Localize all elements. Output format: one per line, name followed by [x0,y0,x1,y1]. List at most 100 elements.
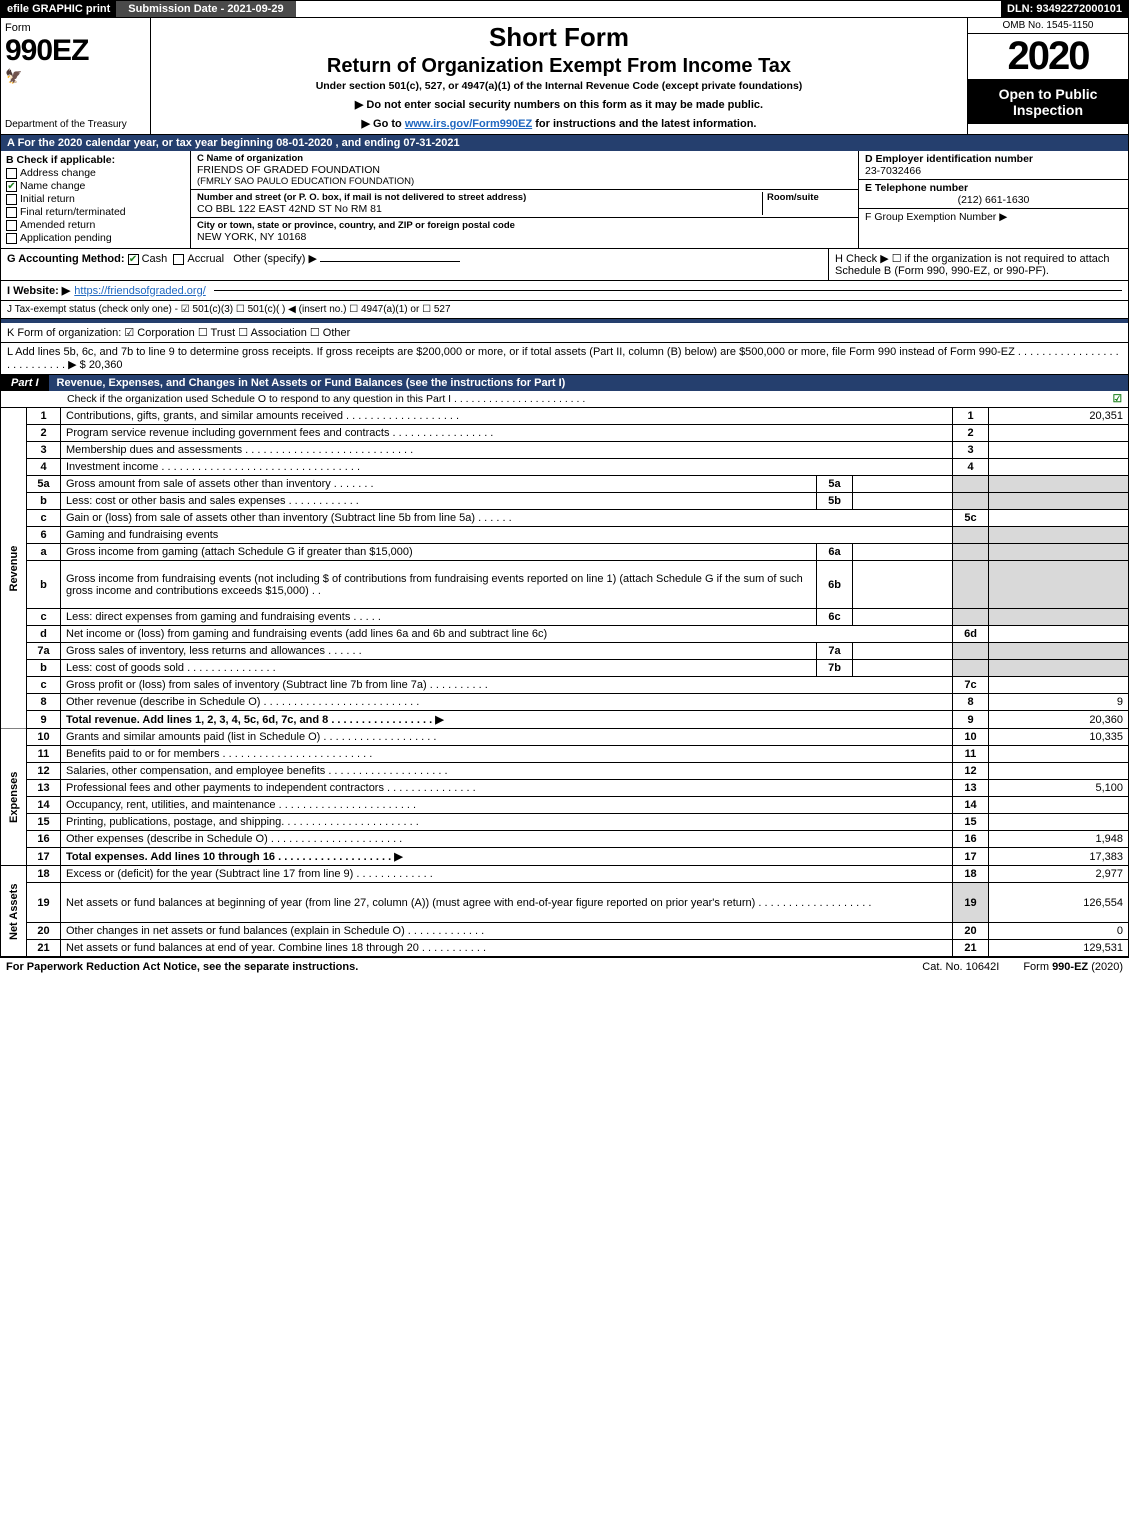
amt-shaded [989,609,1129,626]
amt-shaded [989,561,1129,609]
ref-num: 7c [953,677,989,694]
boxb-item-label: Application pending [20,232,112,244]
line-desc: Investment income . . . . . . . . . . . … [61,459,953,476]
header-left: Form 990EZ 🦅 Department of the Treasury [1,18,151,134]
line-number: b [27,493,61,510]
line-number: 11 [27,746,61,763]
amt-shaded [989,643,1129,660]
goto-suffix: for instructions and the latest informat… [532,118,756,130]
block-bcdef: B Check if applicable: Address change✔Na… [0,151,1129,249]
ref-shaded [953,643,989,660]
row-h: H Check ▶ ☐ if the organization is not r… [829,249,1129,281]
ref-num: 14 [953,797,989,814]
amount-cell: 20,351 [989,408,1129,425]
amount-cell [989,459,1129,476]
ref-num: 16 [953,831,989,848]
boxb-item[interactable]: Final return/terminated [6,206,185,218]
line-row: 9Total revenue. Add lines 1, 2, 3, 4, 5c… [1,711,1129,729]
e-phone-value: (212) 661-1630 [865,194,1122,206]
ref-num: 17 [953,848,989,866]
line-desc: Membership dues and assessments . . . . … [61,442,953,459]
ref-shaded [953,493,989,510]
amt-shaded [989,544,1129,561]
g-cash-checkbox[interactable]: ✔ [128,254,139,265]
checkbox-icon[interactable] [6,194,17,205]
boxb-item[interactable]: Initial return [6,193,185,205]
part1-sub-checkbox[interactable]: ☑ [1113,393,1122,405]
line-row: 13Professional fees and other payments t… [1,780,1129,797]
part1-sub: Check if the organization used Schedule … [0,391,1129,408]
part1-tag: Part I [1,375,49,391]
line-number: 18 [27,866,61,883]
footer-cat: Cat. No. 10642I [922,961,999,973]
line-desc: Gross sales of inventory, less returns a… [61,643,817,660]
e-phone-label: E Telephone number [865,182,1122,194]
line-number: 13 [27,780,61,797]
line-number: 10 [27,729,61,746]
line-number: 3 [27,442,61,459]
ref-shaded [953,544,989,561]
title-return-exempt: Return of Organization Exempt From Incom… [159,55,959,78]
line-desc: Net assets or fund balances at end of ye… [61,940,953,957]
d-ein-label: D Employer identification number [865,153,1122,165]
mini-val [853,544,953,561]
checkbox-icon[interactable]: ✔ [6,181,17,192]
c-room-label: Room/suite [767,192,852,203]
checkbox-icon[interactable] [6,220,17,231]
page-footer: For Paperwork Reduction Act Notice, see … [0,957,1129,976]
line-row: bGross income from fundraising events (n… [1,561,1129,609]
form-label: Form [5,22,146,34]
header-mid: Short Form Return of Organization Exempt… [151,18,968,134]
line-number: 16 [27,831,61,848]
line-row: bLess: cost or other basis and sales exp… [1,493,1129,510]
i-website-link[interactable]: https://friendsofgraded.org/ [74,285,205,297]
line-row: bLess: cost of goods sold . . . . . . . … [1,660,1129,677]
efile-print-label[interactable]: efile GRAPHIC print [1,1,116,17]
checkbox-icon[interactable] [6,233,17,244]
line-desc: Benefits paid to or for members . . . . … [61,746,953,763]
line-row: 20Other changes in net assets or fund ba… [1,923,1129,940]
line-number: 12 [27,763,61,780]
ref-num: 10 [953,729,989,746]
checkbox-icon[interactable] [6,207,17,218]
line-number: b [27,660,61,677]
line-desc: Contributions, gifts, grants, and simila… [61,408,953,425]
amount-cell: 129,531 [989,940,1129,957]
section-label-netassets: Net Assets [1,866,27,957]
ref-num: 11 [953,746,989,763]
row-gh: G Accounting Method: ✔Cash Accrual Other… [0,249,1129,281]
omb-number: OMB No. 1545-1150 [968,18,1128,34]
boxb-item[interactable]: Application pending [6,232,185,244]
line-desc: Gain or (loss) from sale of assets other… [61,510,953,527]
line-desc: Other changes in net assets or fund bala… [61,923,953,940]
amount-cell [989,626,1129,643]
line-row: 8Other revenue (describe in Schedule O) … [1,694,1129,711]
form-header: Form 990EZ 🦅 Department of the Treasury … [0,18,1129,135]
checkbox-icon[interactable] [6,168,17,179]
header-right: OMB No. 1545-1150 2020 Open to Public In… [968,18,1128,134]
boxb-item[interactable]: Address change [6,167,185,179]
mini-val [853,493,953,510]
amount-cell [989,763,1129,780]
submission-date: Submission Date - 2021-09-29 [116,1,295,17]
amount-cell [989,746,1129,763]
irs-link[interactable]: www.irs.gov/Form990EZ [405,118,532,130]
boxb-item[interactable]: ✔Name change [6,180,185,192]
line-number: 7a [27,643,61,660]
line-row: cGross profit or (loss) from sales of in… [1,677,1129,694]
line-desc: Less: direct expenses from gaming and fu… [61,609,817,626]
c-street-value: CO BBL 122 EAST 42ND ST No RM 81 [197,203,762,215]
i-label: I Website: ▶ [7,284,70,297]
mini-ref: 6c [817,609,853,626]
g-accrual-checkbox[interactable] [173,254,184,265]
line-number: a [27,544,61,561]
line-row: 17Total expenses. Add lines 10 through 1… [1,848,1129,866]
boxb-item-label: Name change [20,180,85,192]
ref-num: 2 [953,425,989,442]
g-other-input[interactable] [320,261,460,262]
boxb-item[interactable]: Amended return [6,219,185,231]
row-i-website: I Website: ▶ https://friendsofgraded.org… [0,281,1129,301]
line-row: 6Gaming and fundraising events [1,527,1129,544]
ref-shaded [953,561,989,609]
part1-header: Part I Revenue, Expenses, and Changes in… [0,375,1129,391]
